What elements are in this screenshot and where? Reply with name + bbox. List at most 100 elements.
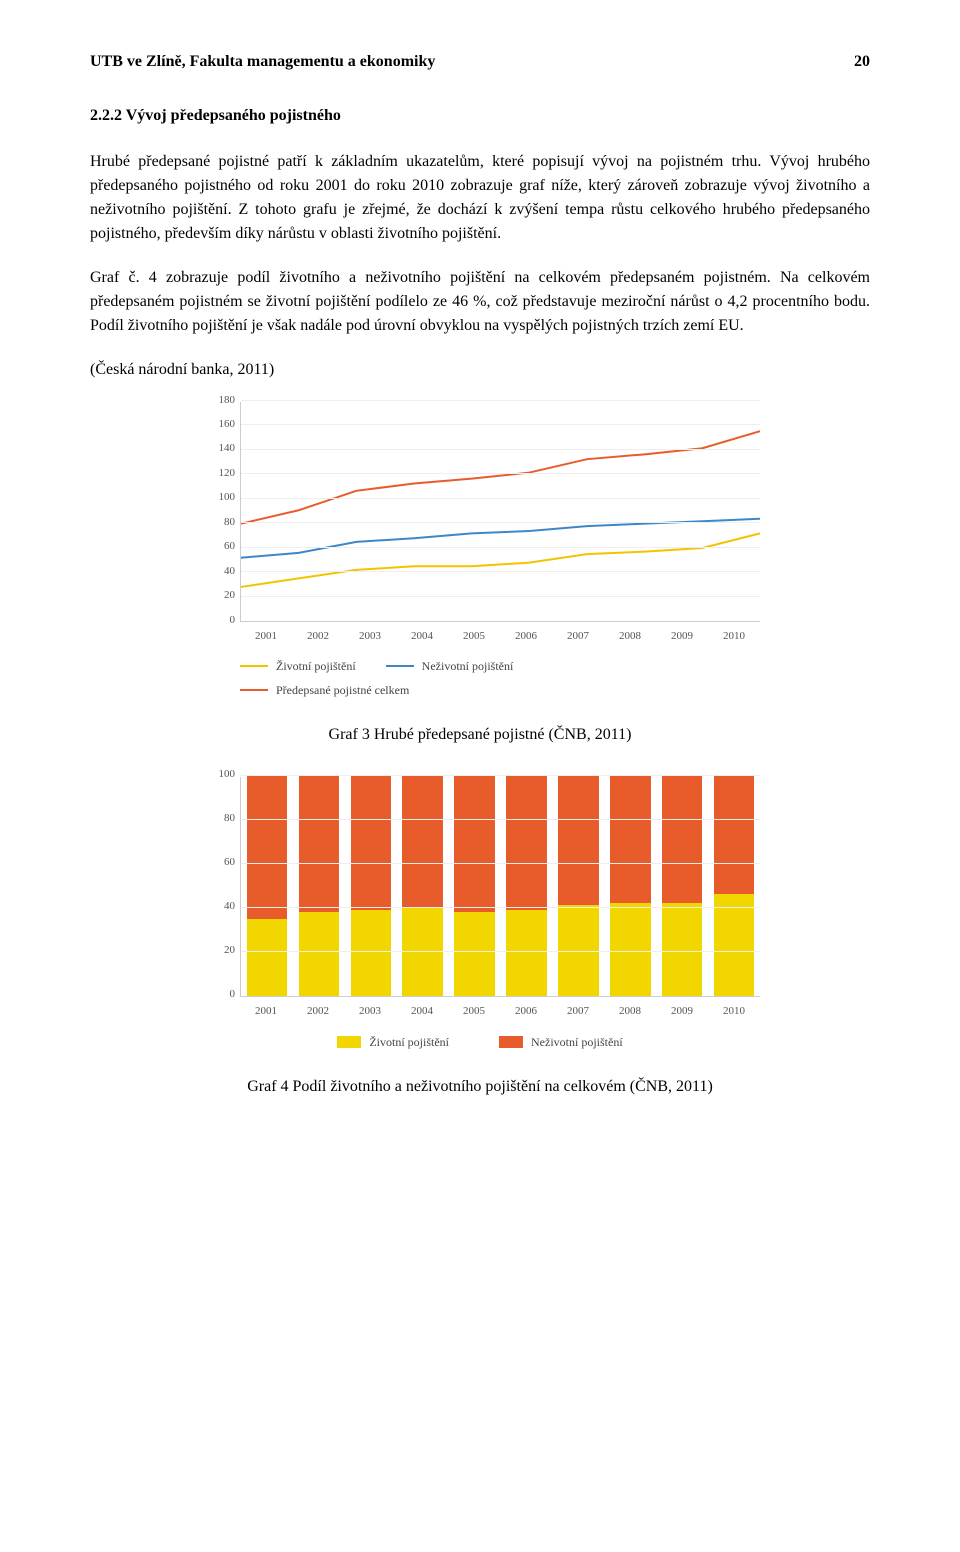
line-chart: 020406080100120140160180 200120022003200… bbox=[200, 402, 760, 699]
ytick-label: 100 bbox=[201, 766, 235, 783]
line-chart-xticks: 2001200220032004200520062007200820092010 bbox=[240, 628, 760, 645]
gridline bbox=[241, 907, 760, 908]
gridline bbox=[241, 424, 760, 425]
bar-chart-legend: Životní pojištění Neživotní pojištění bbox=[200, 1033, 760, 1051]
legend-item: Neživotní pojištění bbox=[386, 657, 514, 675]
bar-column bbox=[501, 777, 553, 996]
body-paragraph-1: Hrubé předepsané pojistné patří k základ… bbox=[90, 150, 870, 246]
xtick-label: 2005 bbox=[448, 628, 500, 645]
xtick-label: 2009 bbox=[656, 1003, 708, 1020]
bar-stack bbox=[506, 776, 546, 996]
series-line bbox=[241, 519, 760, 558]
legend-label: Životní pojištění bbox=[369, 1033, 449, 1051]
xtick-label: 2007 bbox=[552, 628, 604, 645]
chart1-caption: Graf 3 Hrubé předepsané pojistné (ČNB, 2… bbox=[90, 723, 870, 747]
xtick-label: 2004 bbox=[396, 628, 448, 645]
bar-segment bbox=[299, 912, 339, 996]
bar-segment bbox=[506, 776, 546, 910]
section-heading: 2.2.2 Vývoj předepsaného pojistného bbox=[90, 104, 870, 128]
gridline bbox=[241, 863, 760, 864]
bar-segment bbox=[662, 903, 702, 995]
legend-label: Předepsané pojistné celkem bbox=[276, 681, 409, 699]
bar-chart: 020406080100 200120022003200420052006200… bbox=[200, 777, 760, 1052]
page-header: UTB ve Zlíně, Fakulta managementu a ekon… bbox=[90, 50, 870, 74]
ytick-label: 20 bbox=[201, 942, 235, 959]
bar-column bbox=[345, 777, 397, 996]
bar-column bbox=[604, 777, 656, 996]
bar-segment bbox=[714, 776, 754, 895]
ytick-label: 60 bbox=[201, 538, 235, 555]
page-number: 20 bbox=[854, 50, 870, 74]
bar-chart-plot-area: 020406080100 bbox=[240, 777, 760, 997]
bar-segment bbox=[558, 776, 598, 906]
ytick-label: 60 bbox=[201, 854, 235, 871]
bar-segment bbox=[662, 776, 702, 904]
xtick-label: 2010 bbox=[708, 628, 760, 645]
bar-segment bbox=[402, 776, 442, 908]
bar-column bbox=[241, 777, 293, 996]
bar-column bbox=[656, 777, 708, 996]
gridline bbox=[241, 473, 760, 474]
bar-segment bbox=[402, 908, 442, 996]
gridline bbox=[241, 819, 760, 820]
ytick-label: 180 bbox=[201, 392, 235, 409]
xtick-label: 2008 bbox=[604, 1003, 656, 1020]
bar-segment bbox=[454, 912, 494, 996]
bar-stack bbox=[558, 776, 598, 996]
bar-segment bbox=[506, 910, 546, 996]
bar-stack bbox=[351, 776, 391, 996]
xtick-label: 2002 bbox=[292, 628, 344, 645]
xtick-label: 2003 bbox=[344, 628, 396, 645]
series-line bbox=[241, 533, 760, 587]
ytick-label: 40 bbox=[201, 898, 235, 915]
bar-stack bbox=[714, 776, 754, 996]
ytick-label: 80 bbox=[201, 514, 235, 531]
bar-column bbox=[397, 777, 449, 996]
gridline bbox=[241, 571, 760, 572]
xtick-label: 2001 bbox=[240, 1003, 292, 1020]
gridline bbox=[241, 522, 760, 523]
ytick-label: 40 bbox=[201, 563, 235, 580]
bar-column bbox=[449, 777, 501, 996]
legend-label: Neživotní pojištění bbox=[531, 1033, 623, 1051]
xtick-label: 2009 bbox=[656, 628, 708, 645]
bar-stack bbox=[454, 776, 494, 996]
xtick-label: 2010 bbox=[708, 1003, 760, 1020]
ytick-label: 140 bbox=[201, 440, 235, 457]
bar-stack bbox=[662, 776, 702, 996]
bar-column bbox=[552, 777, 604, 996]
ytick-label: 160 bbox=[201, 416, 235, 433]
bar-segment bbox=[454, 776, 494, 912]
legend-label: Životní pojištění bbox=[276, 657, 356, 675]
xtick-label: 2002 bbox=[292, 1003, 344, 1020]
legend-item: Neživotní pojištění bbox=[499, 1033, 623, 1051]
xtick-label: 2001 bbox=[240, 628, 292, 645]
bar-stack bbox=[247, 776, 287, 996]
legend-item: Předepsané pojistné celkem bbox=[240, 681, 760, 699]
xtick-label: 2006 bbox=[500, 1003, 552, 1020]
bar-segment bbox=[714, 894, 754, 995]
gridline bbox=[241, 547, 760, 548]
bar-segment bbox=[610, 903, 650, 995]
gridline bbox=[241, 449, 760, 450]
line-chart-svg bbox=[241, 402, 760, 621]
ytick-label: 100 bbox=[201, 489, 235, 506]
line-chart-legend: Životní pojištění Neživotní pojištění Před… bbox=[240, 657, 760, 699]
ytick-label: 20 bbox=[201, 587, 235, 604]
bar-column bbox=[293, 777, 345, 996]
bar-stack bbox=[402, 776, 442, 996]
legend-swatch bbox=[337, 1036, 361, 1048]
gridline bbox=[241, 951, 760, 952]
bar-segment bbox=[610, 776, 650, 904]
ytick-label: 0 bbox=[201, 986, 235, 1003]
bar-segment bbox=[247, 919, 287, 996]
bar-stack bbox=[610, 776, 650, 996]
bar-column bbox=[708, 777, 760, 996]
bar-segment bbox=[351, 776, 391, 910]
body-paragraph-2: Graf č. 4 zobrazuje podíl životního a ne… bbox=[90, 266, 870, 338]
bar-chart-xticks: 2001200220032004200520062007200820092010 bbox=[240, 1003, 760, 1020]
legend-swatch bbox=[499, 1036, 523, 1048]
legend-swatch bbox=[240, 665, 268, 667]
xtick-label: 2004 bbox=[396, 1003, 448, 1020]
bar-segment bbox=[299, 776, 339, 912]
